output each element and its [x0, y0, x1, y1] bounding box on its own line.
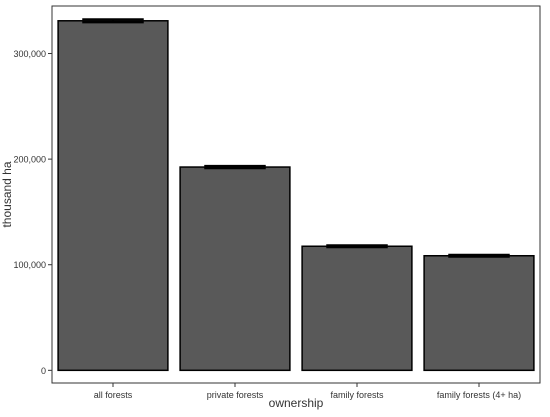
x-tick-label: family forests	[330, 390, 384, 400]
error-bar	[326, 244, 388, 249]
y-axis-title: thousand ha	[0, 161, 14, 227]
y-tick-label: 300,000	[13, 49, 46, 59]
x-tick-label: family forests (4+ ha)	[437, 390, 521, 400]
error-bar	[82, 18, 144, 24]
bars-layer	[57, 20, 535, 372]
x-tick-label: private forests	[207, 390, 264, 400]
bar	[57, 20, 169, 372]
error-bar	[204, 164, 266, 170]
panel-border	[51, 5, 541, 384]
x-axis-title: ownership	[269, 396, 324, 410]
y-tick-label: 100,000	[13, 260, 46, 270]
error-bars-layer	[82, 18, 510, 258]
y-tick-label: 200,000	[13, 155, 46, 165]
y-tick-label: 0	[41, 366, 46, 376]
x-tick-label: all forests	[94, 390, 133, 400]
axes-layer: all forests private forests family forests…	[13, 49, 521, 400]
bar	[301, 245, 413, 372]
bar	[179, 166, 291, 372]
bar	[423, 254, 535, 372]
error-bar	[448, 253, 510, 258]
